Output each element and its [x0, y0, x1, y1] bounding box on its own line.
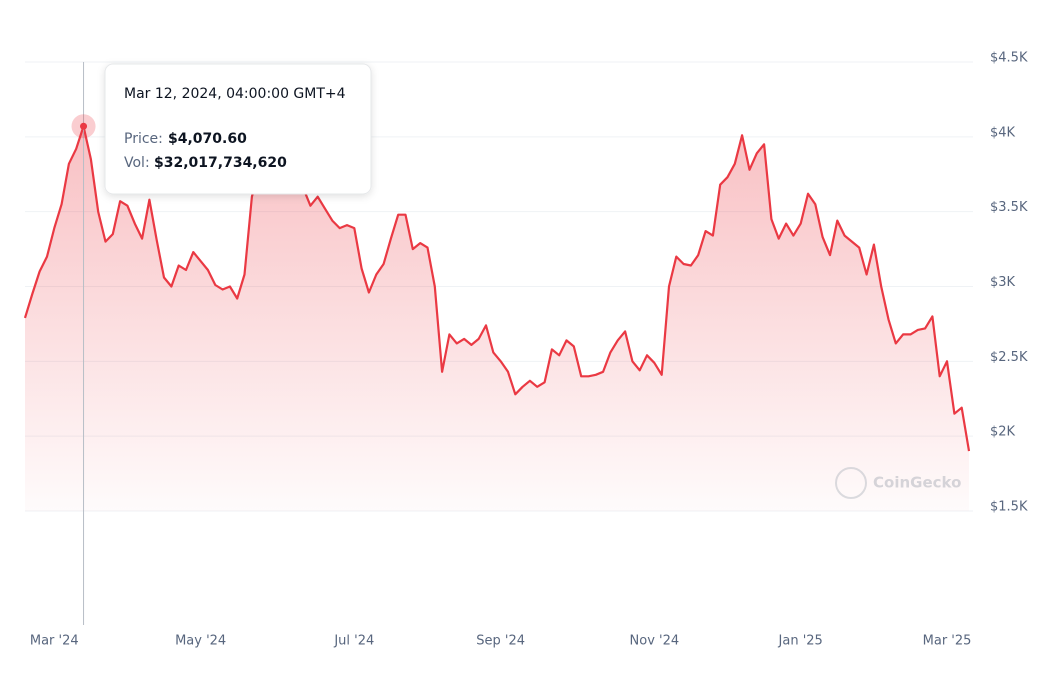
tooltip-date: Mar 12, 2024, 04:00:00 GMT+4	[124, 86, 346, 102]
y-tick-label: $3K	[990, 275, 1016, 290]
plot	[23, 62, 971, 625]
hover-dot	[80, 122, 88, 130]
x-tick-label: Mar '24	[30, 634, 79, 649]
tooltip: Mar 12, 2024, 04:00:00 GMT+4 Price: $4,0…	[104, 63, 372, 195]
line	[23, 125, 971, 452]
tooltip-box	[104, 63, 372, 195]
y-tick-label: $4K	[990, 125, 1016, 140]
watermark-text: CoinGecko	[873, 474, 961, 492]
area	[25, 126, 969, 512]
y-tick-label: $2.5K	[990, 350, 1028, 365]
x-tick-label: Sep '24	[476, 634, 525, 649]
x-tick-label: Jan '25	[778, 634, 823, 649]
x-tick-label: Mar '25	[923, 634, 972, 649]
y-tick-label: $3.5K	[990, 200, 1028, 215]
y-tick-label: $4.5K	[990, 51, 1028, 66]
tooltip-price-label: Price:	[124, 131, 163, 147]
watermark: CoinGecko	[835, 467, 961, 499]
tooltip-vol-label: Vol:	[124, 155, 150, 171]
tooltip-price: $4,070.60	[168, 131, 247, 147]
tooltip-vol: $32,017,734,620	[154, 155, 287, 171]
x-tick-label: Nov '24	[630, 634, 680, 649]
x-tick-label: May '24	[175, 634, 226, 649]
y-tick-label: $2K	[990, 425, 1016, 440]
x-tick-label: Jul '24	[333, 634, 374, 649]
y-tick-label: $1.5K	[990, 500, 1028, 515]
